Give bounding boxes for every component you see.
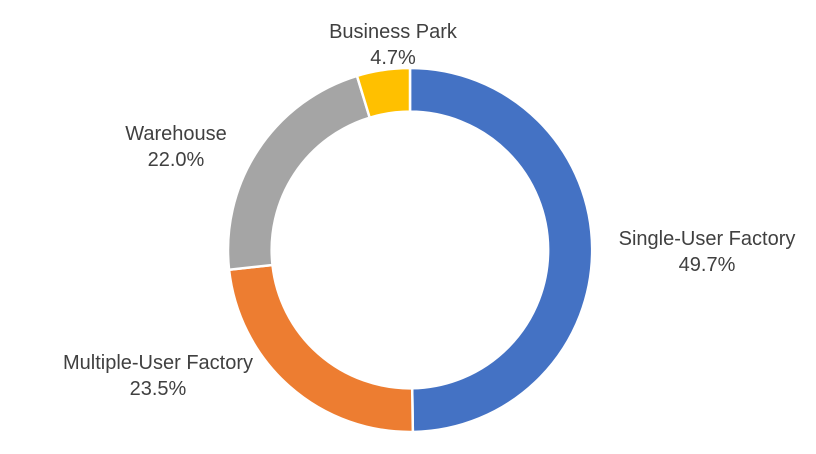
donut-segment-single-user-factory bbox=[408, 66, 594, 434]
segment-percent: 4.7% bbox=[370, 47, 416, 69]
segment-label-multiple-user-factory: Multiple-User Factory 23.5% bbox=[63, 350, 253, 402]
segment-name: Single-User Factory bbox=[618, 228, 796, 250]
segment-name: Business Park bbox=[329, 21, 457, 43]
donut-segment-multiple-user-factory bbox=[227, 263, 415, 434]
segment-name: Warehouse bbox=[125, 123, 227, 145]
segment-percent: 22.0% bbox=[147, 149, 205, 171]
segment-label-warehouse: Warehouse 22.0% bbox=[125, 121, 227, 173]
segment-name: Multiple-User Factory bbox=[62, 352, 254, 374]
donut-segment-business-park bbox=[355, 66, 412, 119]
donut-segment-warehouse bbox=[226, 74, 371, 271]
segment-label-single-user-factory: Single-User Factory 49.7% bbox=[619, 226, 796, 278]
segment-percent: 23.5% bbox=[129, 378, 187, 400]
segment-label-business-park: Business Park 4.7% bbox=[329, 19, 457, 71]
segment-percent: 49.7% bbox=[678, 254, 736, 276]
